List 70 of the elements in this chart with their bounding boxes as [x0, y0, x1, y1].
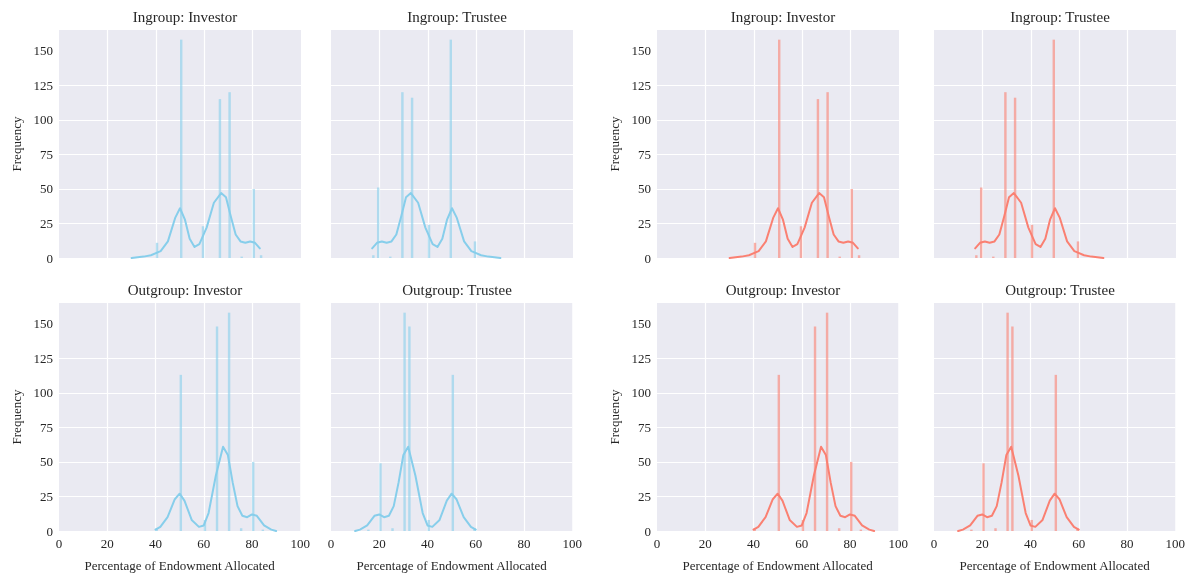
y-tick-label: 75: [638, 146, 651, 162]
chart-title: Outgroup: Trustee: [1005, 281, 1116, 298]
y-tick-label: 150: [33, 43, 53, 59]
x-tick-label: 20: [100, 536, 114, 551]
y-tick-label: 125: [631, 350, 651, 366]
x-tick-label: 60: [795, 536, 809, 551]
y-tick-label: 125: [33, 77, 53, 93]
x-tick-label: 40: [1024, 536, 1037, 551]
chart-title: Outgroup: Investor: [725, 281, 841, 298]
y-tick-label: 50: [40, 454, 53, 470]
y-tick-label: 0: [644, 250, 651, 266]
x-tick-label: 20: [372, 536, 386, 551]
chart-title: Outgroup: Investor: [127, 281, 243, 298]
x-axis-title: Percentage of Endowment Allocated: [356, 558, 548, 573]
x-tick-label: 100: [562, 536, 582, 551]
y-tick-label: 125: [631, 77, 651, 93]
line-series: [154, 445, 278, 532]
chart-title: Ingroup: Trustee: [407, 8, 508, 25]
y-tick-label: 150: [631, 43, 651, 59]
x-tick-label: 0: [930, 536, 938, 551]
y-tick-label: 125: [33, 350, 53, 366]
y-tick-label: 100: [33, 385, 53, 401]
x-tick-label: 60: [197, 536, 211, 551]
line-series: [130, 192, 261, 259]
x-tick-label: 60: [469, 536, 483, 551]
y-tick-label: 25: [40, 215, 53, 231]
y-axis-title: Frequency: [606, 389, 622, 445]
x-tick-label: 0: [327, 536, 335, 551]
x-tick-label: 20: [975, 536, 989, 551]
y-tick-label: 0: [46, 523, 53, 539]
y-axis-title: Frequency: [8, 116, 24, 172]
x-tick-label: 100: [1165, 536, 1185, 551]
x-tick-label: 80: [517, 536, 531, 551]
chart-title: Outgroup: Trustee: [402, 281, 513, 298]
line-series: [752, 445, 876, 532]
y-axis-title: Frequency: [8, 389, 24, 445]
y-tick-label: 50: [40, 181, 53, 197]
y-tick-label: 25: [638, 488, 651, 504]
x-axis-title: Percentage of Endowment Allocated: [84, 558, 276, 573]
x-tick-label: 40: [149, 536, 162, 551]
x-tick-label: 80: [1120, 536, 1134, 551]
y-tick-label: 0: [644, 523, 651, 539]
y-tick-label: 75: [40, 419, 53, 435]
y-tick-label: 50: [638, 181, 651, 197]
y-tick-label: 150: [631, 316, 651, 332]
y-tick-label: 150: [33, 316, 53, 332]
x-tick-label: 20: [698, 536, 712, 551]
chart-title: Ingroup: Trustee: [1010, 8, 1111, 25]
x-tick-label: 100: [290, 536, 310, 551]
x-tick-label: 100: [888, 536, 908, 551]
y-tick-label: 25: [638, 215, 651, 231]
y-tick-label: 100: [631, 385, 651, 401]
y-tick-label: 50: [638, 454, 651, 470]
y-tick-label: 100: [33, 112, 53, 128]
x-axis-title: Percentage of Endowment Allocated: [682, 558, 874, 573]
x-tick-label: 80: [843, 536, 857, 551]
x-axis-title: Percentage of Endowment Allocated: [959, 558, 1151, 573]
line-series: [728, 192, 859, 259]
chart-title: Ingroup: Investor: [730, 8, 836, 25]
x-tick-label: 40: [421, 536, 434, 551]
chart-title: Ingroup: Investor: [132, 8, 238, 25]
y-tick-label: 75: [638, 419, 651, 435]
y-tick-label: 75: [40, 146, 53, 162]
y-tick-label: 100: [631, 112, 651, 128]
y-tick-label: 0: [46, 250, 53, 266]
y-axis-title: Frequency: [606, 116, 622, 172]
y-tick-label: 25: [40, 488, 53, 504]
x-tick-label: 40: [747, 536, 760, 551]
x-tick-label: 60: [1072, 536, 1086, 551]
x-tick-label: 80: [245, 536, 259, 551]
